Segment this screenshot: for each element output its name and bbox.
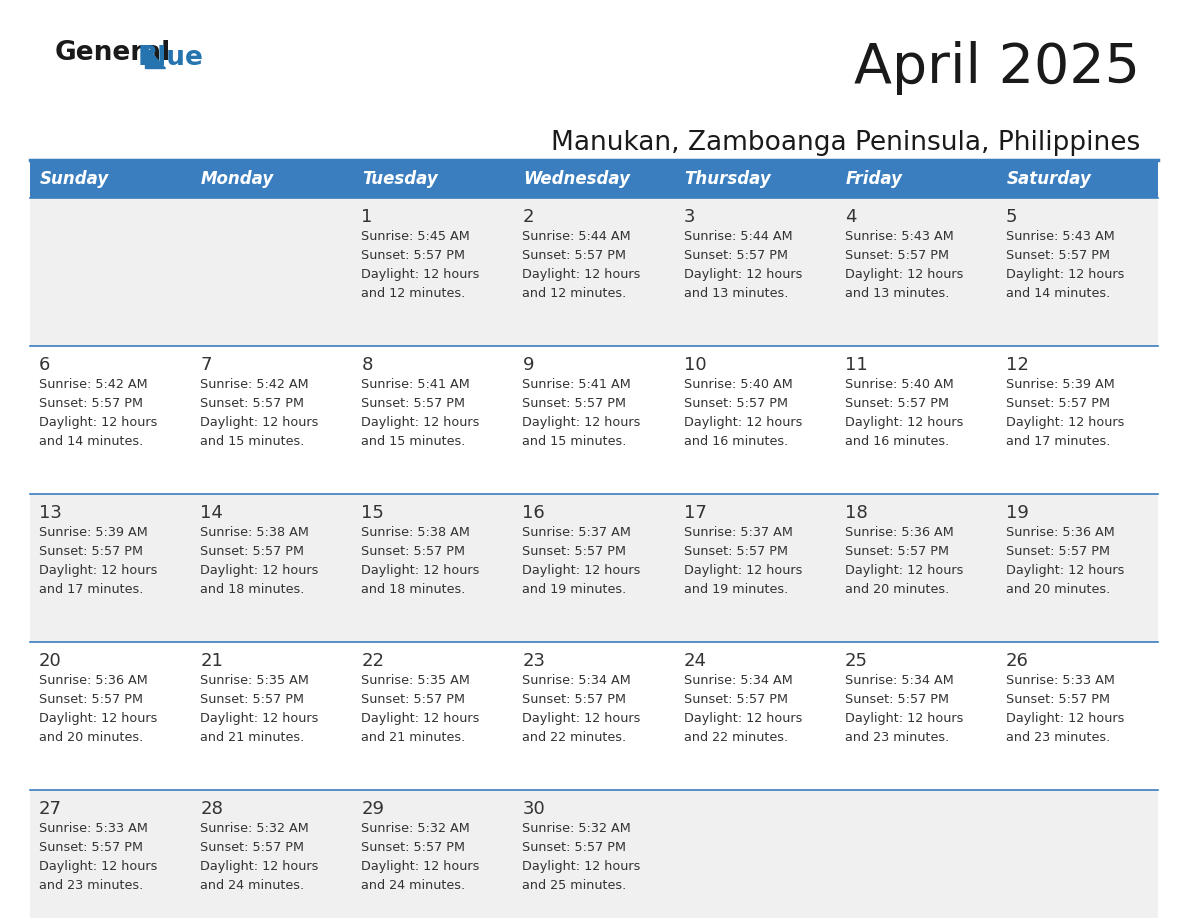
Text: Sunrise: 5:34 AM
Sunset: 5:57 PM
Daylight: 12 hours
and 22 minutes.: Sunrise: 5:34 AM Sunset: 5:57 PM Dayligh…: [523, 674, 640, 744]
Bar: [30, 346, 1158, 494]
Text: Sunrise: 5:40 AM
Sunset: 5:57 PM
Daylight: 12 hours
and 16 minutes.: Sunrise: 5:40 AM Sunset: 5:57 PM Dayligh…: [683, 378, 802, 448]
Bar: [30, 790, 1158, 918]
Text: Sunrise: 5:43 AM
Sunset: 5:57 PM
Daylight: 12 hours
and 14 minutes.: Sunrise: 5:43 AM Sunset: 5:57 PM Dayligh…: [1006, 230, 1124, 300]
Text: Blue: Blue: [138, 45, 204, 71]
Text: 29: 29: [361, 800, 384, 818]
Text: 28: 28: [200, 800, 223, 818]
Text: 17: 17: [683, 504, 707, 522]
Text: Sunrise: 5:37 AM
Sunset: 5:57 PM
Daylight: 12 hours
and 19 minutes.: Sunrise: 5:37 AM Sunset: 5:57 PM Dayligh…: [683, 526, 802, 596]
Text: 26: 26: [1006, 652, 1029, 670]
Text: 24: 24: [683, 652, 707, 670]
Text: Sunrise: 5:44 AM
Sunset: 5:57 PM
Daylight: 12 hours
and 12 minutes.: Sunrise: 5:44 AM Sunset: 5:57 PM Dayligh…: [523, 230, 640, 300]
Text: Sunrise: 5:39 AM
Sunset: 5:57 PM
Daylight: 12 hours
and 17 minutes.: Sunrise: 5:39 AM Sunset: 5:57 PM Dayligh…: [39, 526, 157, 596]
Text: 30: 30: [523, 800, 545, 818]
Text: 27: 27: [39, 800, 62, 818]
Bar: [30, 494, 1158, 642]
Text: Sunrise: 5:41 AM
Sunset: 5:57 PM
Daylight: 12 hours
and 15 minutes.: Sunrise: 5:41 AM Sunset: 5:57 PM Dayligh…: [523, 378, 640, 448]
Bar: [30, 160, 1158, 198]
Text: Friday: Friday: [846, 170, 903, 188]
Text: Sunrise: 5:44 AM
Sunset: 5:57 PM
Daylight: 12 hours
and 13 minutes.: Sunrise: 5:44 AM Sunset: 5:57 PM Dayligh…: [683, 230, 802, 300]
Text: Sunrise: 5:42 AM
Sunset: 5:57 PM
Daylight: 12 hours
and 14 minutes.: Sunrise: 5:42 AM Sunset: 5:57 PM Dayligh…: [39, 378, 157, 448]
Text: 14: 14: [200, 504, 223, 522]
Text: Sunrise: 5:39 AM
Sunset: 5:57 PM
Daylight: 12 hours
and 17 minutes.: Sunrise: 5:39 AM Sunset: 5:57 PM Dayligh…: [1006, 378, 1124, 448]
Text: Saturday: Saturday: [1007, 170, 1092, 188]
Text: Sunrise: 5:33 AM
Sunset: 5:57 PM
Daylight: 12 hours
and 23 minutes.: Sunrise: 5:33 AM Sunset: 5:57 PM Dayligh…: [1006, 674, 1124, 744]
Text: Manukan, Zamboanga Peninsula, Philippines: Manukan, Zamboanga Peninsula, Philippine…: [551, 130, 1140, 156]
Text: Sunrise: 5:32 AM
Sunset: 5:57 PM
Daylight: 12 hours
and 24 minutes.: Sunrise: 5:32 AM Sunset: 5:57 PM Dayligh…: [200, 822, 318, 892]
Text: Thursday: Thursday: [684, 170, 771, 188]
Text: 10: 10: [683, 356, 706, 374]
Text: 21: 21: [200, 652, 223, 670]
Text: 20: 20: [39, 652, 62, 670]
Text: Tuesday: Tuesday: [362, 170, 438, 188]
Text: 15: 15: [361, 504, 384, 522]
Text: Sunrise: 5:32 AM
Sunset: 5:57 PM
Daylight: 12 hours
and 24 minutes.: Sunrise: 5:32 AM Sunset: 5:57 PM Dayligh…: [361, 822, 480, 892]
Text: Sunrise: 5:38 AM
Sunset: 5:57 PM
Daylight: 12 hours
and 18 minutes.: Sunrise: 5:38 AM Sunset: 5:57 PM Dayligh…: [361, 526, 480, 596]
Text: 1: 1: [361, 208, 373, 226]
Polygon shape: [145, 46, 165, 68]
Text: Sunrise: 5:33 AM
Sunset: 5:57 PM
Daylight: 12 hours
and 23 minutes.: Sunrise: 5:33 AM Sunset: 5:57 PM Dayligh…: [39, 822, 157, 892]
Bar: [30, 198, 1158, 346]
Text: 6: 6: [39, 356, 50, 374]
Text: Sunrise: 5:36 AM
Sunset: 5:57 PM
Daylight: 12 hours
and 20 minutes.: Sunrise: 5:36 AM Sunset: 5:57 PM Dayligh…: [1006, 526, 1124, 596]
Text: 18: 18: [845, 504, 867, 522]
Text: 11: 11: [845, 356, 867, 374]
Text: 7: 7: [200, 356, 211, 374]
Text: 12: 12: [1006, 356, 1029, 374]
Text: 23: 23: [523, 652, 545, 670]
Text: 2: 2: [523, 208, 533, 226]
Text: Sunrise: 5:36 AM
Sunset: 5:57 PM
Daylight: 12 hours
and 20 minutes.: Sunrise: 5:36 AM Sunset: 5:57 PM Dayligh…: [845, 526, 963, 596]
Text: 25: 25: [845, 652, 867, 670]
Text: Sunday: Sunday: [40, 170, 109, 188]
Text: General: General: [55, 40, 171, 66]
Text: 8: 8: [361, 356, 373, 374]
Text: Monday: Monday: [201, 170, 274, 188]
Text: 3: 3: [683, 208, 695, 226]
Text: Sunrise: 5:45 AM
Sunset: 5:57 PM
Daylight: 12 hours
and 12 minutes.: Sunrise: 5:45 AM Sunset: 5:57 PM Dayligh…: [361, 230, 480, 300]
Text: Sunrise: 5:32 AM
Sunset: 5:57 PM
Daylight: 12 hours
and 25 minutes.: Sunrise: 5:32 AM Sunset: 5:57 PM Dayligh…: [523, 822, 640, 892]
Text: Sunrise: 5:41 AM
Sunset: 5:57 PM
Daylight: 12 hours
and 15 minutes.: Sunrise: 5:41 AM Sunset: 5:57 PM Dayligh…: [361, 378, 480, 448]
Text: 19: 19: [1006, 504, 1029, 522]
Text: Sunrise: 5:34 AM
Sunset: 5:57 PM
Daylight: 12 hours
and 23 minutes.: Sunrise: 5:34 AM Sunset: 5:57 PM Dayligh…: [845, 674, 963, 744]
Text: Sunrise: 5:40 AM
Sunset: 5:57 PM
Daylight: 12 hours
and 16 minutes.: Sunrise: 5:40 AM Sunset: 5:57 PM Dayligh…: [845, 378, 963, 448]
Text: Sunrise: 5:37 AM
Sunset: 5:57 PM
Daylight: 12 hours
and 19 minutes.: Sunrise: 5:37 AM Sunset: 5:57 PM Dayligh…: [523, 526, 640, 596]
Text: Sunrise: 5:35 AM
Sunset: 5:57 PM
Daylight: 12 hours
and 21 minutes.: Sunrise: 5:35 AM Sunset: 5:57 PM Dayligh…: [200, 674, 318, 744]
Text: 22: 22: [361, 652, 384, 670]
Text: Sunrise: 5:36 AM
Sunset: 5:57 PM
Daylight: 12 hours
and 20 minutes.: Sunrise: 5:36 AM Sunset: 5:57 PM Dayligh…: [39, 674, 157, 744]
Bar: [30, 642, 1158, 790]
Text: 4: 4: [845, 208, 857, 226]
Text: Sunrise: 5:35 AM
Sunset: 5:57 PM
Daylight: 12 hours
and 21 minutes.: Sunrise: 5:35 AM Sunset: 5:57 PM Dayligh…: [361, 674, 480, 744]
Text: 5: 5: [1006, 208, 1017, 226]
Text: 16: 16: [523, 504, 545, 522]
Text: Sunrise: 5:38 AM
Sunset: 5:57 PM
Daylight: 12 hours
and 18 minutes.: Sunrise: 5:38 AM Sunset: 5:57 PM Dayligh…: [200, 526, 318, 596]
Text: Sunrise: 5:43 AM
Sunset: 5:57 PM
Daylight: 12 hours
and 13 minutes.: Sunrise: 5:43 AM Sunset: 5:57 PM Dayligh…: [845, 230, 963, 300]
Text: 13: 13: [39, 504, 62, 522]
Text: 9: 9: [523, 356, 533, 374]
Text: April 2025: April 2025: [854, 41, 1140, 95]
Text: Wednesday: Wednesday: [524, 170, 631, 188]
Text: Sunrise: 5:42 AM
Sunset: 5:57 PM
Daylight: 12 hours
and 15 minutes.: Sunrise: 5:42 AM Sunset: 5:57 PM Dayligh…: [200, 378, 318, 448]
Text: Sunrise: 5:34 AM
Sunset: 5:57 PM
Daylight: 12 hours
and 22 minutes.: Sunrise: 5:34 AM Sunset: 5:57 PM Dayligh…: [683, 674, 802, 744]
